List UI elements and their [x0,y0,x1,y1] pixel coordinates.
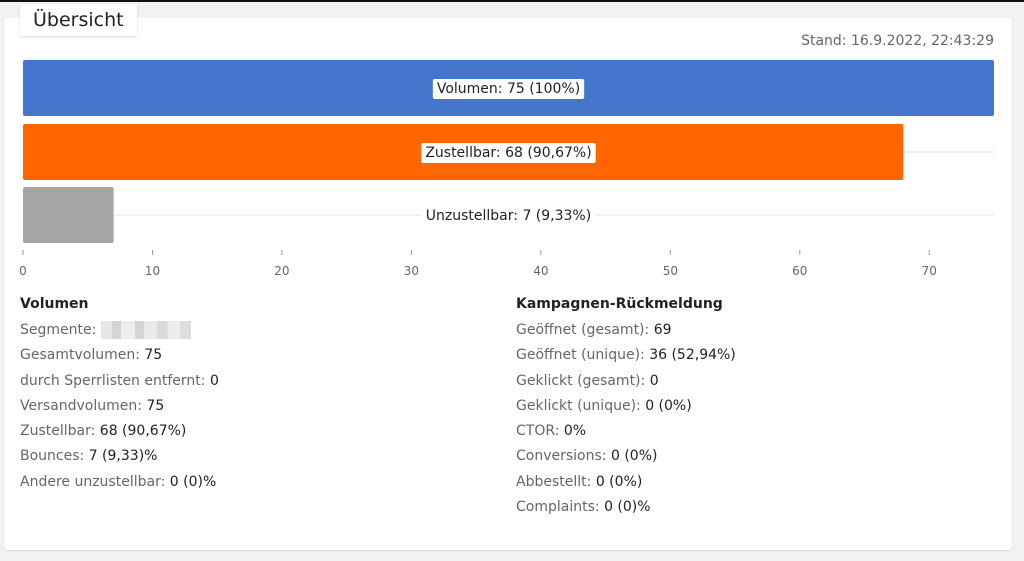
campaign-stat-label: Geöffnet (gesamt): [516,322,650,338]
volume-stat-label: Andere unzustellbar: [20,473,166,490]
bar-label: Zustellbar: 68 (90,67%) [425,145,591,161]
volume-stat-row: Gesamtvolumen: 75 [20,343,219,368]
campaign-stat-row: Abbestellt: 0 (0%) [516,470,736,495]
volume-bar-chart: Volumen: 75 (100%) Zustellbar: 68 (90,67%… [19,60,994,278]
volume-stat-value: 0 (0)% [169,473,217,490]
campaign-stat-label: Geklickt (unique): [516,397,641,414]
x-tick-label: 30 [404,264,419,278]
campaign-stat-label: Abbestellt: [516,473,592,490]
volume-section: Volumen Segmente: Gesamtvolumen: 75 durch… [20,296,219,495]
volume-stat-value: 75 [146,397,165,414]
volume-stat-value: 75 [144,347,163,364]
campaign-stat-label: Geklickt (gesamt): [516,372,646,389]
x-tick-label: 40 [533,264,548,278]
volume-stat-label: Zustellbar: [20,423,96,440]
volume-stat-row: Bounces: 7 (9,33)% [20,444,219,469]
campaign-stat-label: CTOR: [516,423,560,440]
timestamp-value: 16.9.2022, 22:43:29 [850,33,994,49]
campaign-heading: Kampagnen-Rückmeldung [516,296,723,312]
bar-label-bg [432,79,585,99]
volume-stat-label: durch Sperrlisten entfernt: [20,372,206,389]
window-top-border [0,0,1024,2]
volume-stat-row: Andere unzustellbar: 0 (0)% [20,470,219,495]
campaign-stat-label: Complaints: [516,499,600,516]
campaign-feedback-section: Kampagnen-Rückmeldung Geöffnet (gesamt):… [516,296,736,520]
campaign-stat-row: Geklickt (gesamt): 0 [516,369,736,394]
volume-stat-value: 7 (9,33)% [88,448,158,465]
campaign-stat-value: 0% [563,423,587,440]
campaign-stat-value: 0 (0)% [604,499,651,516]
campaign-stat-label: Conversions: [516,448,607,465]
campaign-stat-row: Conversions: 0 (0%) [516,444,736,469]
volume-stat-label: Bounces: [20,448,85,465]
x-tick-label: 60 [792,264,807,278]
campaign-stat-value: 69 [653,322,672,338]
x-tick-label: 10 [145,264,160,278]
bar-label-bg [421,206,596,226]
bar-label: Volumen: 75 (100%) [437,81,580,97]
bar-unzustellbar [23,187,114,243]
campaign-stat-row: Geklickt (unique): 0 (0%) [516,394,736,419]
volume-stat-row: Zustellbar: 68 (90,67%) [20,419,219,444]
segments-label: Segmente: [20,322,97,338]
volume-heading: Volumen [20,296,89,312]
campaign-stat-value: 0 (0%) [645,397,692,414]
volume-stat-value: 0 [209,372,219,389]
volume-stat-row: durch Sperrlisten entfernt: 0 [20,369,219,394]
volume-stat-row: Versandvolumen: 75 [20,394,219,419]
campaign-stat-value: 0 [649,372,659,389]
campaign-stat-value: 0 (0%) [595,473,643,490]
campaign-stat-value: 36 (52,94%) [649,347,736,364]
x-tick-label: 50 [663,264,678,278]
volume-stat-label: Gesamtvolumen: [20,347,140,364]
x-tick-label: 20 [274,264,289,278]
volume-stat-label: Versandvolumen: [20,397,142,414]
segments-row: Segmente: [20,318,219,343]
campaign-stat-row: CTOR: 0% [516,419,736,444]
volume-stat-value: 68 (90,67%) [99,423,187,440]
x-tick-label: 0 [19,264,27,278]
campaign-stat-value: 0 (0%) [610,448,658,465]
x-tick-label: 70 [922,264,937,278]
timestamp-label: Stand: [801,33,847,49]
campaign-stat-row: Geöffnet (unique): 36 (52,94%) [516,343,736,368]
campaign-stat-row: Geöffnet (gesamt): 69 [516,318,736,343]
campaign-stat-label: Geöffnet (unique): [516,347,645,364]
timestamp: Stand: 16.9.2022, 22:43:29 [801,33,994,49]
campaign-stat-row: Complaints: 0 (0)% [516,495,736,520]
bar-label-bg [421,143,596,163]
segments-redacted [100,321,191,339]
bar-label: Unzustellbar: 7 (9,33%) [426,208,591,224]
tab-overview[interactable]: Übersicht [20,4,137,36]
